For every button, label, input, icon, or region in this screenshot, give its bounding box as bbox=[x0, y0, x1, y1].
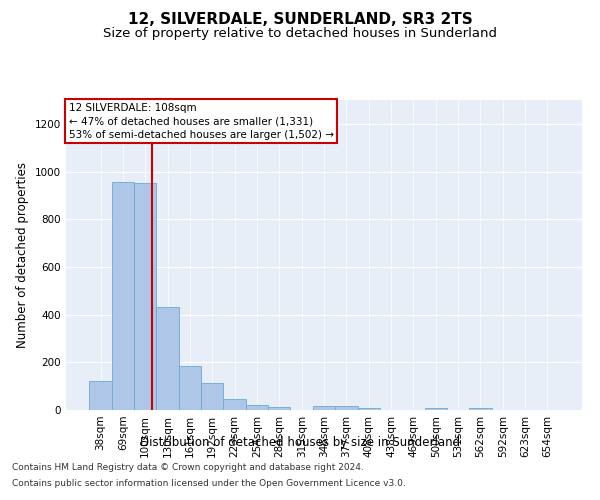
Bar bbox=[179, 366, 201, 410]
Text: Contains HM Land Registry data © Crown copyright and database right 2024.: Contains HM Land Registry data © Crown c… bbox=[12, 464, 364, 472]
Bar bbox=[335, 406, 358, 410]
Bar bbox=[157, 308, 179, 410]
Text: 12 SILVERDALE: 108sqm
← 47% of detached houses are smaller (1,331)
53% of semi-d: 12 SILVERDALE: 108sqm ← 47% of detached … bbox=[68, 103, 334, 140]
Bar bbox=[469, 408, 491, 410]
Bar bbox=[425, 408, 447, 410]
Bar bbox=[201, 382, 223, 410]
Bar bbox=[223, 400, 246, 410]
Bar bbox=[134, 184, 157, 410]
Bar bbox=[268, 407, 290, 410]
Bar bbox=[358, 408, 380, 410]
Bar bbox=[246, 405, 268, 410]
Y-axis label: Number of detached properties: Number of detached properties bbox=[16, 162, 29, 348]
Bar bbox=[89, 382, 112, 410]
Bar bbox=[313, 406, 335, 410]
Text: Distribution of detached houses by size in Sunderland: Distribution of detached houses by size … bbox=[140, 436, 460, 449]
Text: Size of property relative to detached houses in Sunderland: Size of property relative to detached ho… bbox=[103, 28, 497, 40]
Bar bbox=[112, 182, 134, 410]
Text: 12, SILVERDALE, SUNDERLAND, SR3 2TS: 12, SILVERDALE, SUNDERLAND, SR3 2TS bbox=[128, 12, 472, 28]
Text: Contains public sector information licensed under the Open Government Licence v3: Contains public sector information licen… bbox=[12, 478, 406, 488]
